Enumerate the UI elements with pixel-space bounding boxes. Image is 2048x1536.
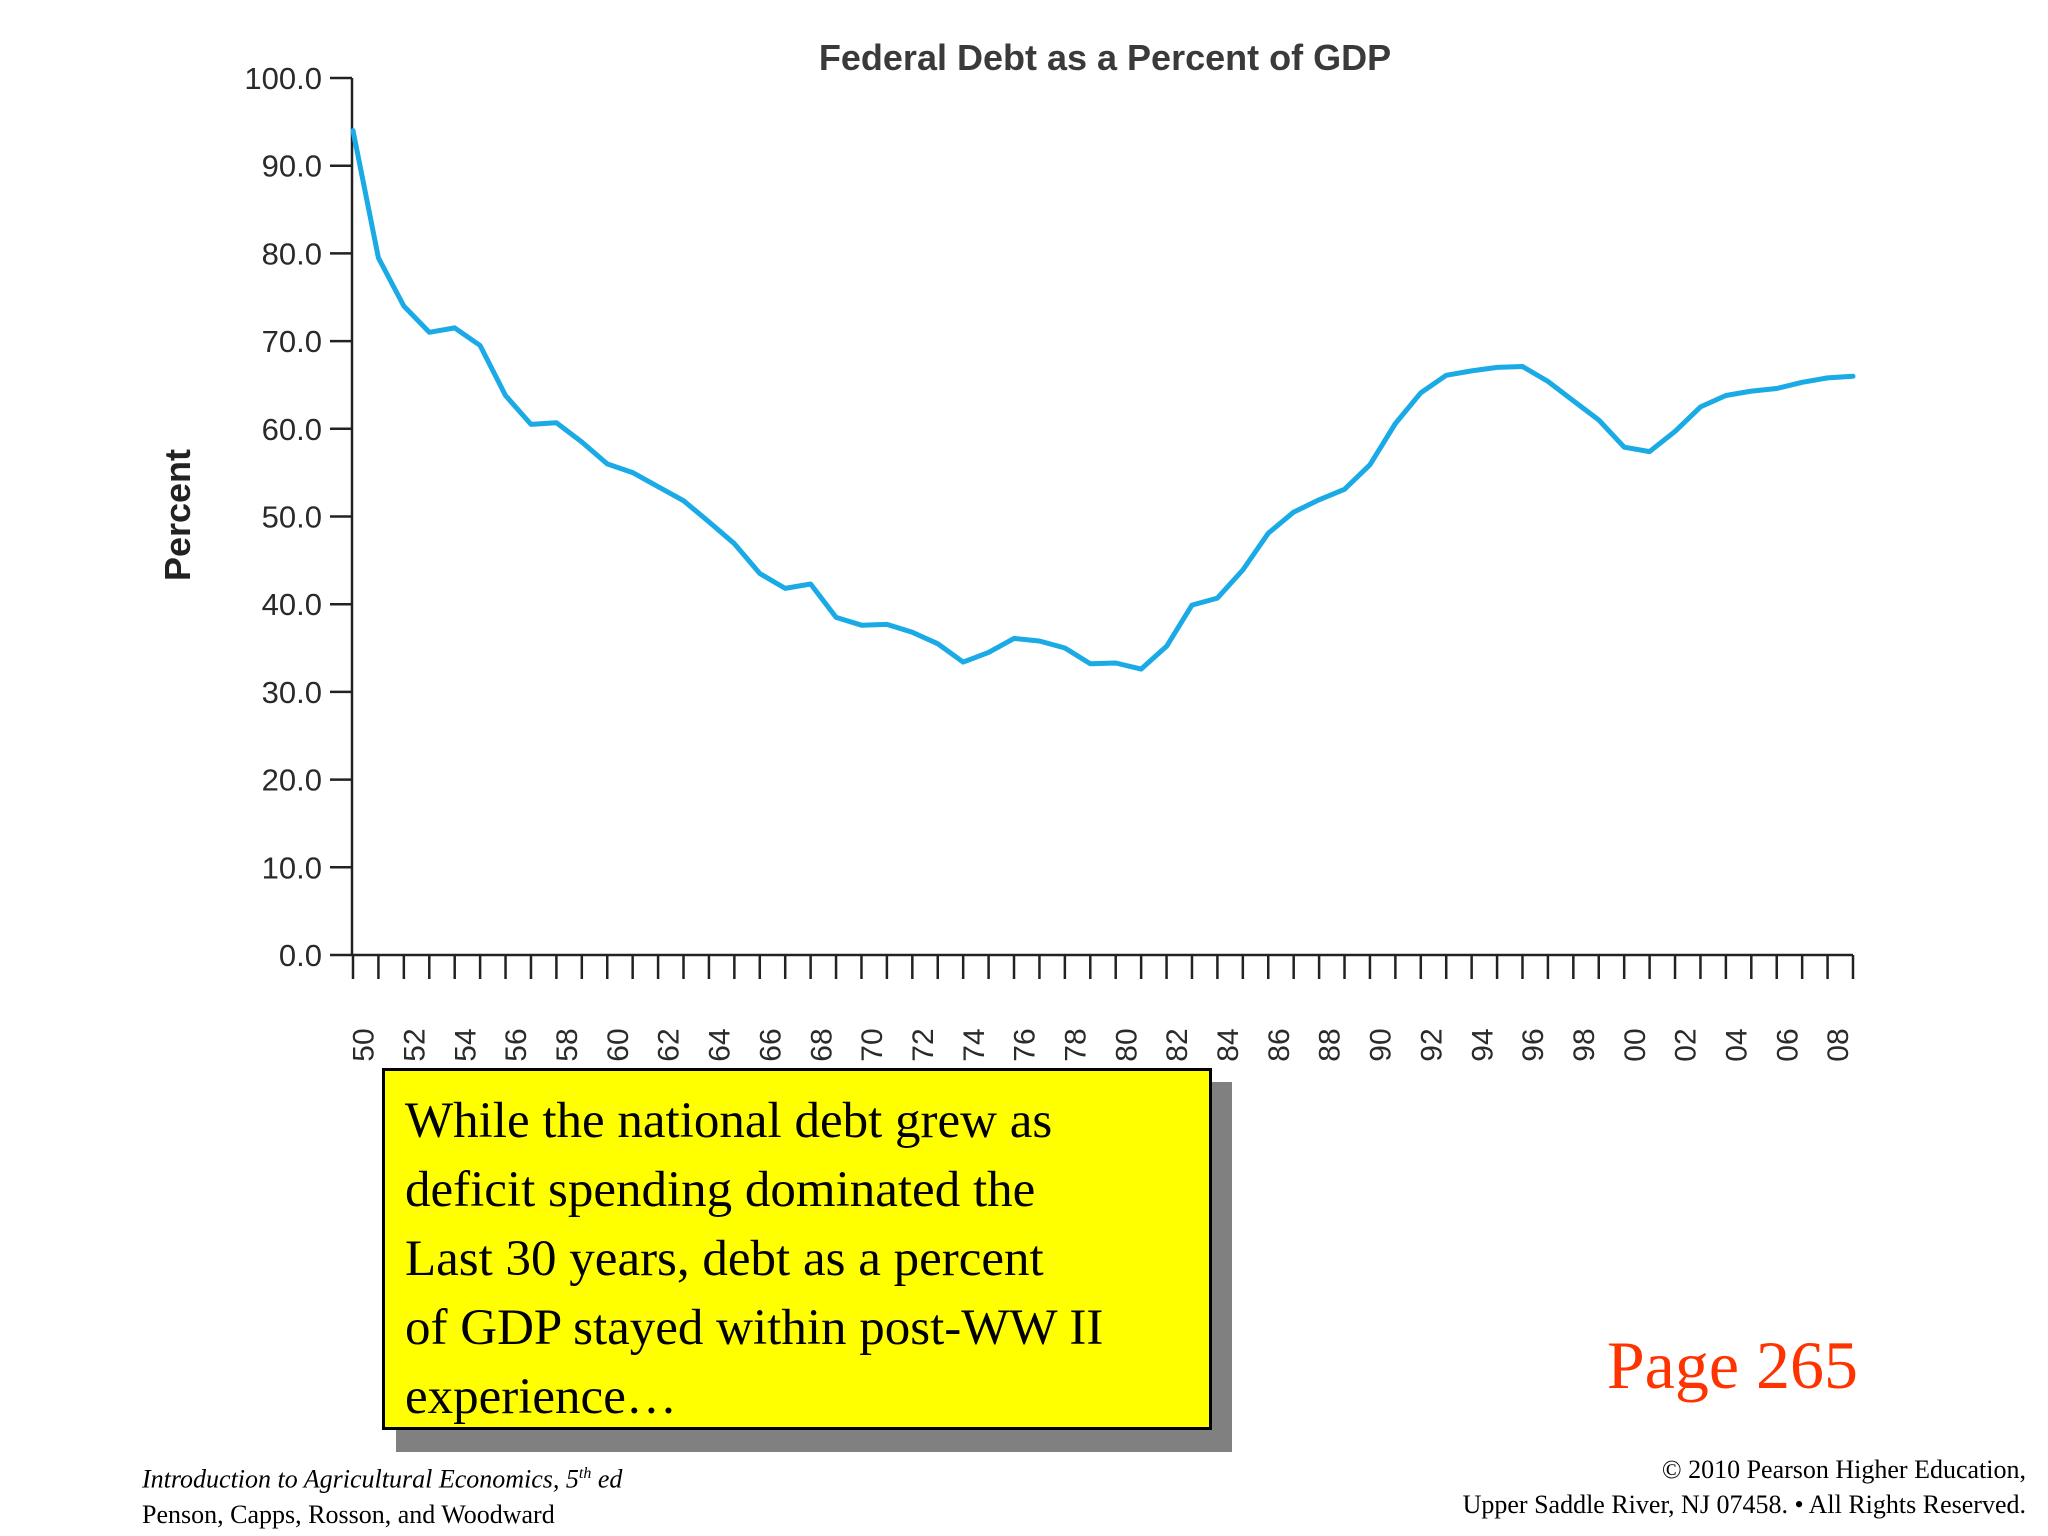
x-tick-label: 72 (907, 1028, 940, 1061)
x-tick-label: 80 (1110, 1028, 1143, 1061)
footer-copyright: © 2010 Pearson Higher Education, Upper S… (1463, 1452, 2026, 1522)
x-tick-label: 60 (602, 1028, 635, 1061)
y-tick-label: 100.0 (244, 61, 322, 96)
x-tick-label: 56 (500, 1028, 533, 1061)
x-tick-label: 84 (1212, 1028, 1245, 1061)
x-tick-label: 66 (754, 1028, 787, 1061)
y-tick-label: 50.0 (262, 500, 322, 535)
x-tick-label: 90 (1365, 1028, 1398, 1061)
footer-book-title: Introduction to Agricultural Economics, … (142, 1464, 623, 1494)
x-tick-label: 62 (653, 1028, 686, 1061)
x-tick-label: 68 (805, 1028, 838, 1061)
y-tick-label: 10.0 (262, 850, 322, 885)
x-tick-label: 78 (1059, 1028, 1092, 1061)
debt-line-chart: Federal Debt as a Percent of GDP Percent… (157, 37, 1856, 1062)
page-reference: Page 265 (1606, 1327, 1858, 1403)
x-tick-label: 88 (1314, 1028, 1347, 1061)
x-tick-label: 64 (704, 1028, 737, 1061)
plot-area (350, 128, 1856, 672)
x-tick-label: 92 (1415, 1028, 1448, 1061)
callout-line-3: Last 30 years, debt as a percent (405, 1231, 1044, 1287)
x-tick-label: 58 (551, 1028, 584, 1061)
x-tick-label: 76 (1009, 1028, 1042, 1061)
y-tick-label: 70.0 (262, 324, 322, 359)
y-tick-label: 60.0 (262, 412, 322, 447)
x-tick-label: 04 (1721, 1028, 1754, 1061)
x-tick-label: 98 (1568, 1028, 1601, 1061)
x-tick-label: 70 (856, 1028, 889, 1061)
x-tick-label: 94 (1466, 1028, 1499, 1061)
x-tick-label: 50 (348, 1028, 381, 1061)
x-tick-label: 06 (1771, 1028, 1804, 1061)
y-tick-label: 40.0 (262, 587, 322, 622)
footer-citation: Introduction to Agricultural Economics, … (142, 1456, 622, 1532)
footer-authors: Penson, Capps, Rosson, and Woodward (142, 1499, 555, 1529)
x-tick-label: 00 (1619, 1028, 1652, 1061)
y-axis: 0.0 10.0 20.0 30.0 40.0 50.0 60.0 70.0 80.0 90.0 1… (244, 61, 354, 973)
footer-copyright-line-1: © 2010 Pearson Higher Education, (1661, 1455, 2026, 1484)
x-tick-label: 82 (1161, 1028, 1194, 1061)
y-axis-label: Percent (157, 449, 198, 581)
callout-line-2: deficit spending dominated the (405, 1162, 1036, 1218)
x-tick-label: 96 (1517, 1028, 1550, 1061)
y-tick-label: 90.0 (262, 149, 322, 184)
chart-title: Federal Debt as a Percent of GDP (819, 37, 1391, 78)
x-axis: 50 52 54 56 58 60 62 64 66 68 70 72 74 76 78 80 82 84 86 88… (348, 953, 1855, 1062)
footer-copyright-line-2: Upper Saddle River, NJ 07458. • All Righ… (1462, 1490, 2026, 1519)
y-tick-label: 30.0 (262, 675, 322, 710)
y-tick-label: 80.0 (262, 236, 322, 271)
x-tick-label: 54 (449, 1028, 482, 1061)
x-tick-label: 52 (398, 1028, 431, 1061)
x-tick-label: 74 (958, 1028, 991, 1061)
x-tick-label: 86 (1263, 1028, 1296, 1061)
x-tick-label: 02 (1670, 1028, 1703, 1061)
y-tick-label: 0.0 (279, 938, 322, 973)
series-line (350, 128, 1856, 672)
callout-line-5: experience… (405, 1369, 677, 1425)
x-tick-label: 08 (1822, 1028, 1855, 1061)
callout-line-1: While the national debt grew as (405, 1093, 1053, 1149)
y-tick-label: 20.0 (262, 763, 322, 798)
callout-line-4: of GDP stayed within post-WW II (405, 1300, 1104, 1356)
callout-box: While the national debt grew as deficit … (382, 1068, 1212, 1430)
